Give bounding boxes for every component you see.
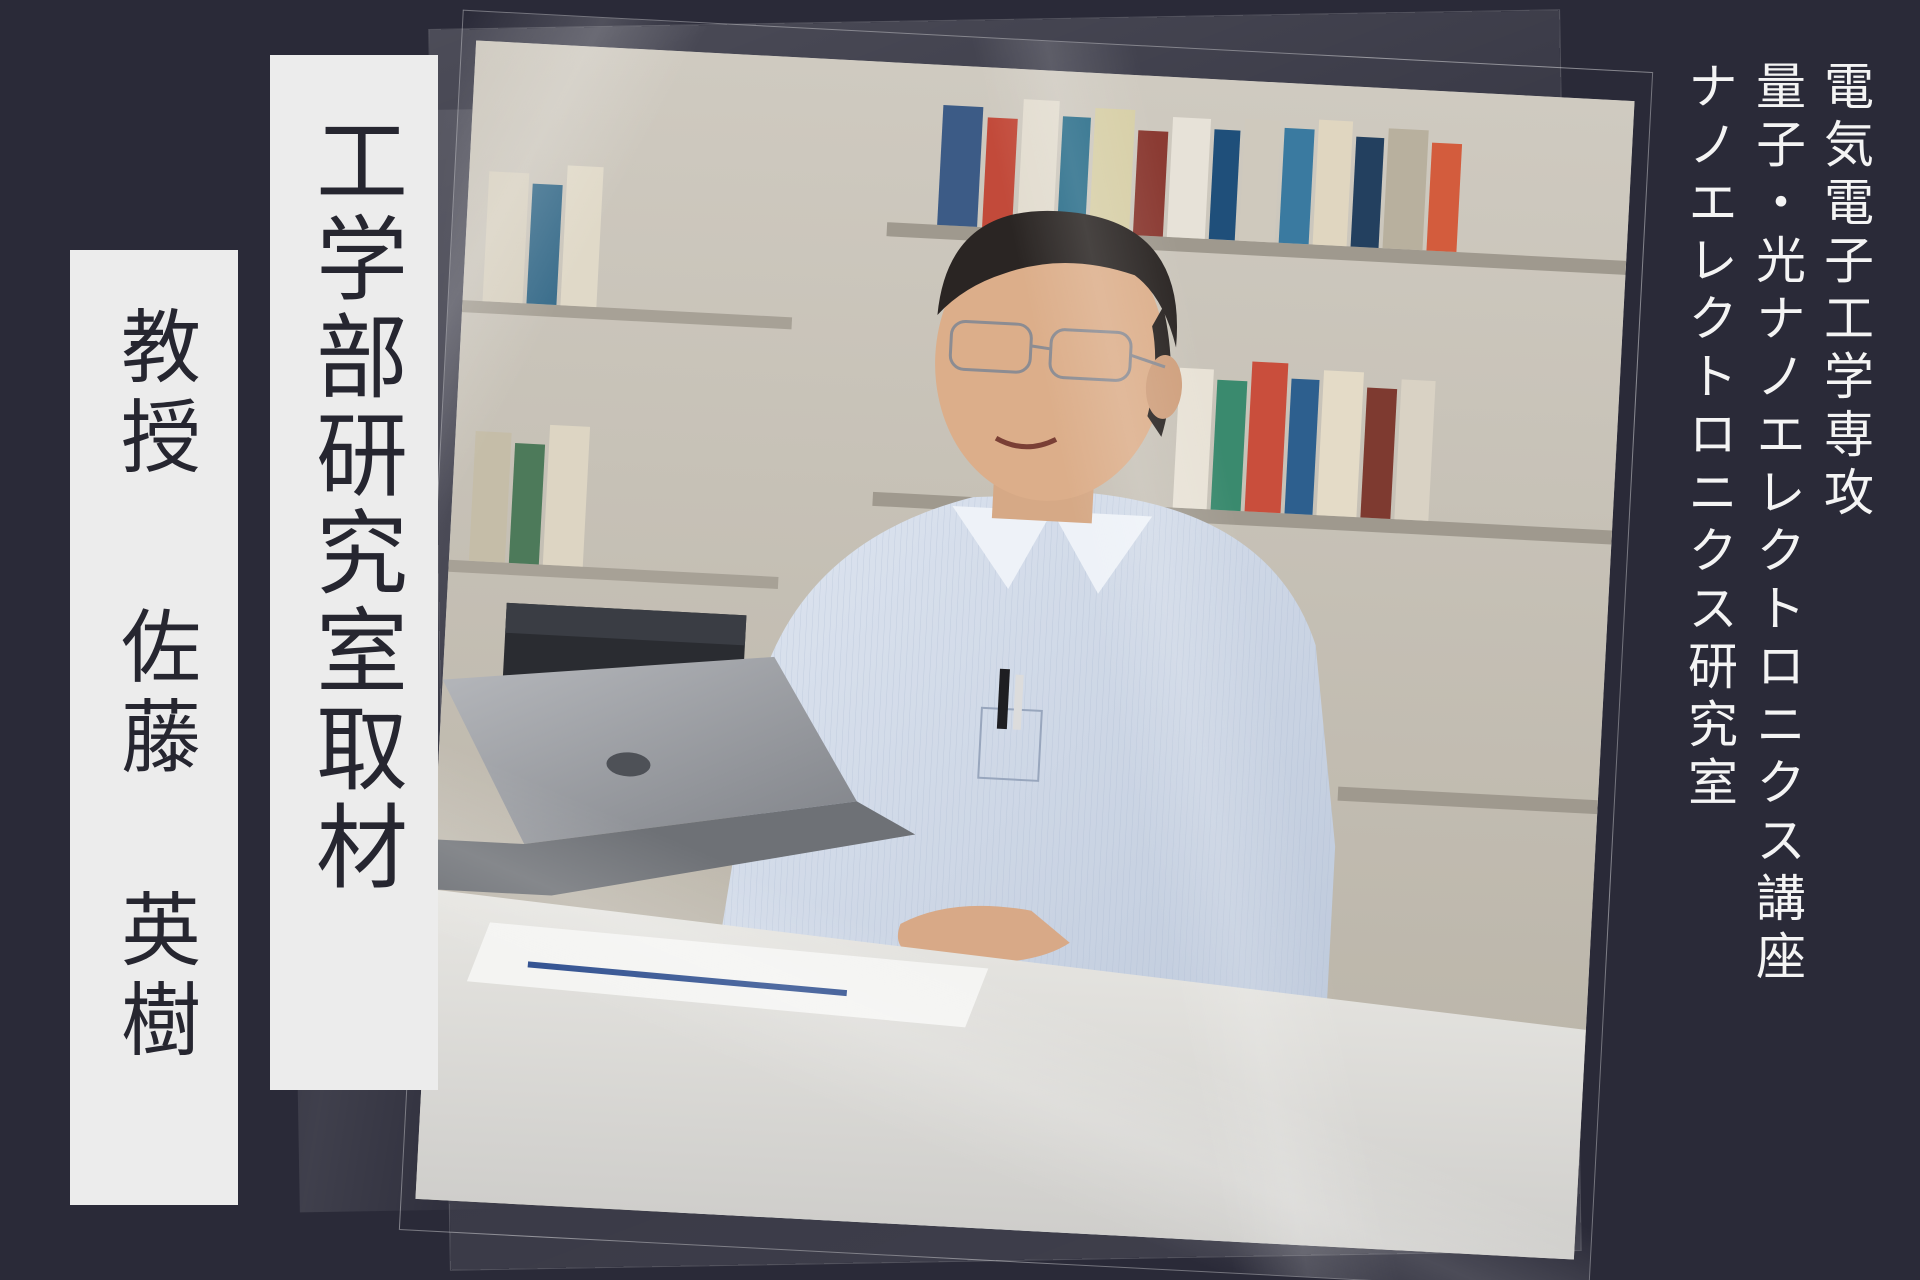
desk [415,889,1586,1260]
department-info: 電気電子工学専攻 量子・光ナノエレクトロニクス講座 ナノエレクトロニクス研究室 [1680,60,1874,988]
department-line-lab: ナノエレクトロニクス研究室 [1680,60,1738,814]
person-title: 教授 [108,305,201,485]
name-label: 教授佐藤 英樹 [96,250,212,1068]
name-box: 教授佐藤 英樹 [70,250,238,1205]
headline-box: 工学部研究室取材 [270,55,438,1090]
department-line-course: 量子・光ナノエレクトロニクス講座 [1748,60,1806,988]
headline: 工学部研究室取材 [300,113,408,897]
interview-photo [415,40,1635,1260]
person-name: 佐藤 英樹 [108,605,201,1068]
laptop [431,656,916,896]
department-line-major: 電気電子工学専攻 [1816,60,1874,524]
